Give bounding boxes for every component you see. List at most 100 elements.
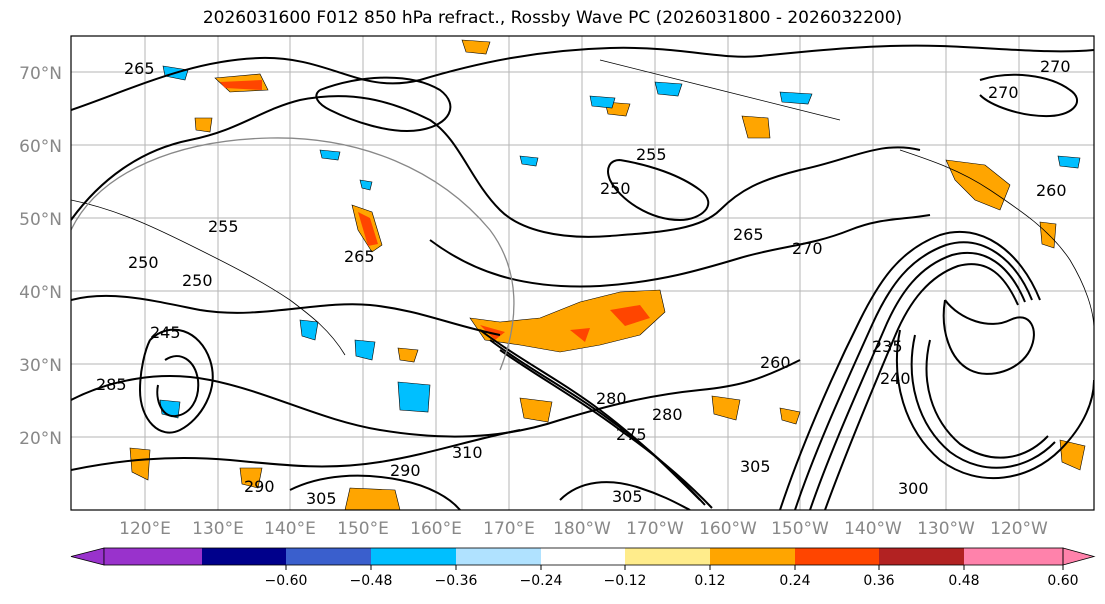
negative-anomaly-kamchatka <box>299 319 431 413</box>
contour-line <box>315 76 452 132</box>
refractivity-contours <box>71 44 1094 510</box>
contour-line <box>809 251 1026 510</box>
colorbar-tick-label: 0.36 <box>863 573 894 589</box>
colorbar-tick-label: 0.48 <box>948 573 979 589</box>
map-frame <box>70 35 1095 511</box>
longitude-axis: 120°E 130°E 140°E 150°E 160°E 170°E 180°W 170°W… <box>119 519 1048 539</box>
longitude-label: 160°E <box>410 519 462 539</box>
colorbar-tick-label: −0.60 <box>265 573 308 589</box>
contour-label: 270 <box>1040 57 1071 76</box>
colorbar-tick-label: −0.48 <box>350 573 393 589</box>
contour-line <box>942 299 1035 375</box>
contour-label: 280 <box>596 389 627 408</box>
colorbar-segment <box>286 548 371 565</box>
colorbar-segment <box>202 548 286 565</box>
longitude-label: 160°W <box>699 519 757 539</box>
colorbar-segment <box>625 548 710 565</box>
colorbar-tick-label: −0.12 <box>604 573 647 589</box>
contour-label: 265 <box>733 225 764 244</box>
latitude-label: 60°N <box>19 137 62 157</box>
latitude-label: 50°N <box>19 210 62 230</box>
latitude-label: 20°N <box>19 429 62 449</box>
contour-line <box>499 349 713 509</box>
great-circle-arc <box>71 137 515 371</box>
contour-label: 285 <box>96 375 127 394</box>
latitude-label: 70°N <box>19 64 62 84</box>
longitude-label: 130°W <box>917 519 975 539</box>
longitude-label: 140°W <box>844 519 902 539</box>
coastlines <box>71 59 1094 356</box>
colorbar-segment <box>710 548 795 565</box>
contour-label: 305 <box>612 487 643 506</box>
contour-label: 310 <box>452 443 483 462</box>
contour-label: 305 <box>306 489 337 508</box>
contour-line <box>138 328 214 434</box>
contour-line <box>559 481 691 510</box>
contour-label: 255 <box>636 145 667 164</box>
alaska-coastline <box>899 149 1094 331</box>
contour-line <box>824 263 1019 510</box>
contour-label: 255 <box>208 217 239 236</box>
bering-coastline <box>599 59 841 121</box>
positive-anomaly-bering <box>741 115 771 139</box>
contour-line <box>429 214 931 288</box>
contour-line <box>489 339 706 506</box>
contour-label: 250 <box>128 253 159 272</box>
contour-line <box>71 294 501 336</box>
positive-anomaly-alaska-gulf <box>945 159 1011 211</box>
contour-label: 300 <box>898 479 929 498</box>
contour-line <box>925 339 1049 459</box>
longitude-label: 170°W <box>626 519 684 539</box>
latitude-axis: 70°N 60°N 50°N 40°N 30°N 20°N <box>19 64 62 449</box>
contour-label: 280 <box>652 405 683 424</box>
longitude-label: 150°W <box>771 519 829 539</box>
colorbar: −0.60 −0.48 −0.36 −0.24 −0.12 0.12 0.24 0.36 0.4… <box>70 547 1096 589</box>
colorbar-tick-label: −0.36 <box>435 573 478 589</box>
colorbar-tick-label: 0.12 <box>694 573 725 589</box>
strong-anomaly-siberia <box>220 80 262 90</box>
positive-anomaly-central-pacific <box>469 289 666 353</box>
strong-anomaly-japan <box>358 212 378 246</box>
contour-label: 245 <box>150 323 181 342</box>
contour-line <box>794 241 1033 510</box>
longitude-label: 120°E <box>119 519 171 539</box>
contour-label: 305 <box>740 457 771 476</box>
map-title: 2026031600 F012 850 hPa refract., Rossby… <box>202 8 903 28</box>
contour-line <box>71 44 1094 111</box>
contour-label: 260 <box>760 353 791 372</box>
latitude-label: 40°N <box>19 283 62 303</box>
contour-label: 250 <box>182 271 213 290</box>
colorbar-tick-label: 0.24 <box>779 573 810 589</box>
contour-line <box>289 474 461 510</box>
colorbar-segment <box>541 548 625 565</box>
latitude-label: 30°N <box>19 356 62 376</box>
contour-line <box>71 359 801 438</box>
longitude-label: 150°E <box>337 519 389 539</box>
colorbar-segment <box>879 548 964 565</box>
contour-label: 265 <box>124 59 155 78</box>
strong-anomaly-central-pacific <box>480 305 650 342</box>
contour-label: 235 <box>872 337 903 356</box>
positive-anomaly-subtropics <box>129 395 1086 510</box>
longitude-label: 130°E <box>192 519 244 539</box>
colorbar-segment <box>371 548 456 565</box>
contour-labels: 265 255 250 265 270 270 260 255 250 250 … <box>96 57 1071 508</box>
map-panel: 265 255 250 265 270 270 260 255 250 250 … <box>70 35 1095 511</box>
negative-anomaly-arctic <box>159 65 1081 419</box>
contour-label: 275 <box>616 425 647 444</box>
positive-anomaly-small <box>194 39 1057 425</box>
longitude-label: 120°W <box>990 519 1048 539</box>
contour-line <box>71 95 921 238</box>
colorbar-segment <box>104 548 202 565</box>
gridlines <box>71 36 1094 510</box>
contour-label: 240 <box>880 369 911 388</box>
contour-label: 290 <box>390 461 421 480</box>
contour-line <box>71 429 521 471</box>
colorbar-extend-min <box>70 547 105 566</box>
contour-line <box>156 355 200 418</box>
longitude-label: 180°W <box>553 519 611 539</box>
contour-label: 270 <box>792 239 823 258</box>
contour-line <box>979 73 1078 118</box>
contour-line <box>607 159 710 222</box>
